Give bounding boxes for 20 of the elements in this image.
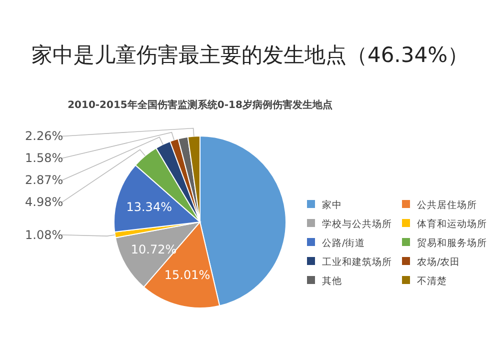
legend-label: 贸易和服务场所 [417, 237, 487, 249]
data-label: 2.87% [25, 173, 64, 188]
legend-label: 工业和建筑场所 [322, 256, 392, 268]
data-label: 1.08% [25, 228, 64, 242]
legend-label: 学校与公共场所 [322, 218, 392, 230]
legend-label: 其他 [322, 275, 342, 287]
data-label: 4.98% [25, 195, 64, 210]
data-label: 10.72% [130, 242, 177, 257]
data-label: 1.58% [25, 151, 64, 166]
legend-label: 家中 [322, 199, 342, 211]
data-label: 13.34% [126, 200, 172, 214]
legend-label: 体育和运动场所 [417, 218, 487, 230]
legend-label: 不清楚 [417, 275, 447, 287]
data-label: 15.01% [164, 268, 210, 282]
legend-label: 农场/农田 [417, 256, 460, 268]
legend-label: 公路/街道 [322, 237, 366, 249]
legend-label: 公共居住场所 [417, 199, 477, 211]
chart-title: 家中是儿童伤害最主要的发生地点（46.34%） [31, 43, 469, 67]
data-label: 2.26% [25, 129, 64, 144]
chart-subtitle: 2010-2015年全国伤害监测系统0-18岁病例伤害发生地点 [68, 99, 332, 111]
